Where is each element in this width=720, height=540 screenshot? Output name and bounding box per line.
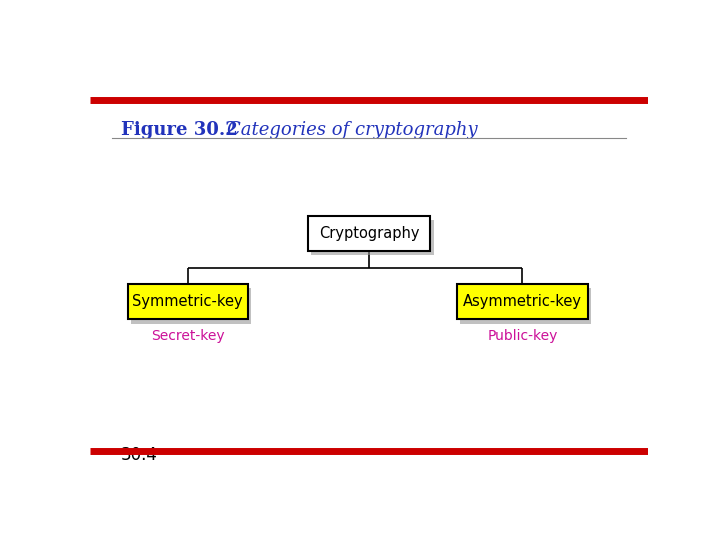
FancyBboxPatch shape bbox=[460, 288, 591, 323]
FancyBboxPatch shape bbox=[311, 220, 433, 255]
Text: Asymmetric-key: Asymmetric-key bbox=[463, 294, 582, 309]
FancyBboxPatch shape bbox=[127, 284, 248, 320]
FancyBboxPatch shape bbox=[457, 284, 588, 320]
Text: 30.4: 30.4 bbox=[121, 446, 158, 464]
Text: Cryptography: Cryptography bbox=[319, 226, 419, 241]
Text: Secret-key: Secret-key bbox=[150, 329, 225, 343]
Text: Symmetric-key: Symmetric-key bbox=[132, 294, 243, 309]
Text: Figure 30.2: Figure 30.2 bbox=[121, 121, 238, 139]
FancyBboxPatch shape bbox=[131, 288, 251, 323]
Text: Public-key: Public-key bbox=[487, 329, 557, 343]
FancyBboxPatch shape bbox=[307, 215, 431, 251]
Text: Categories of cryptography: Categories of cryptography bbox=[227, 121, 477, 139]
